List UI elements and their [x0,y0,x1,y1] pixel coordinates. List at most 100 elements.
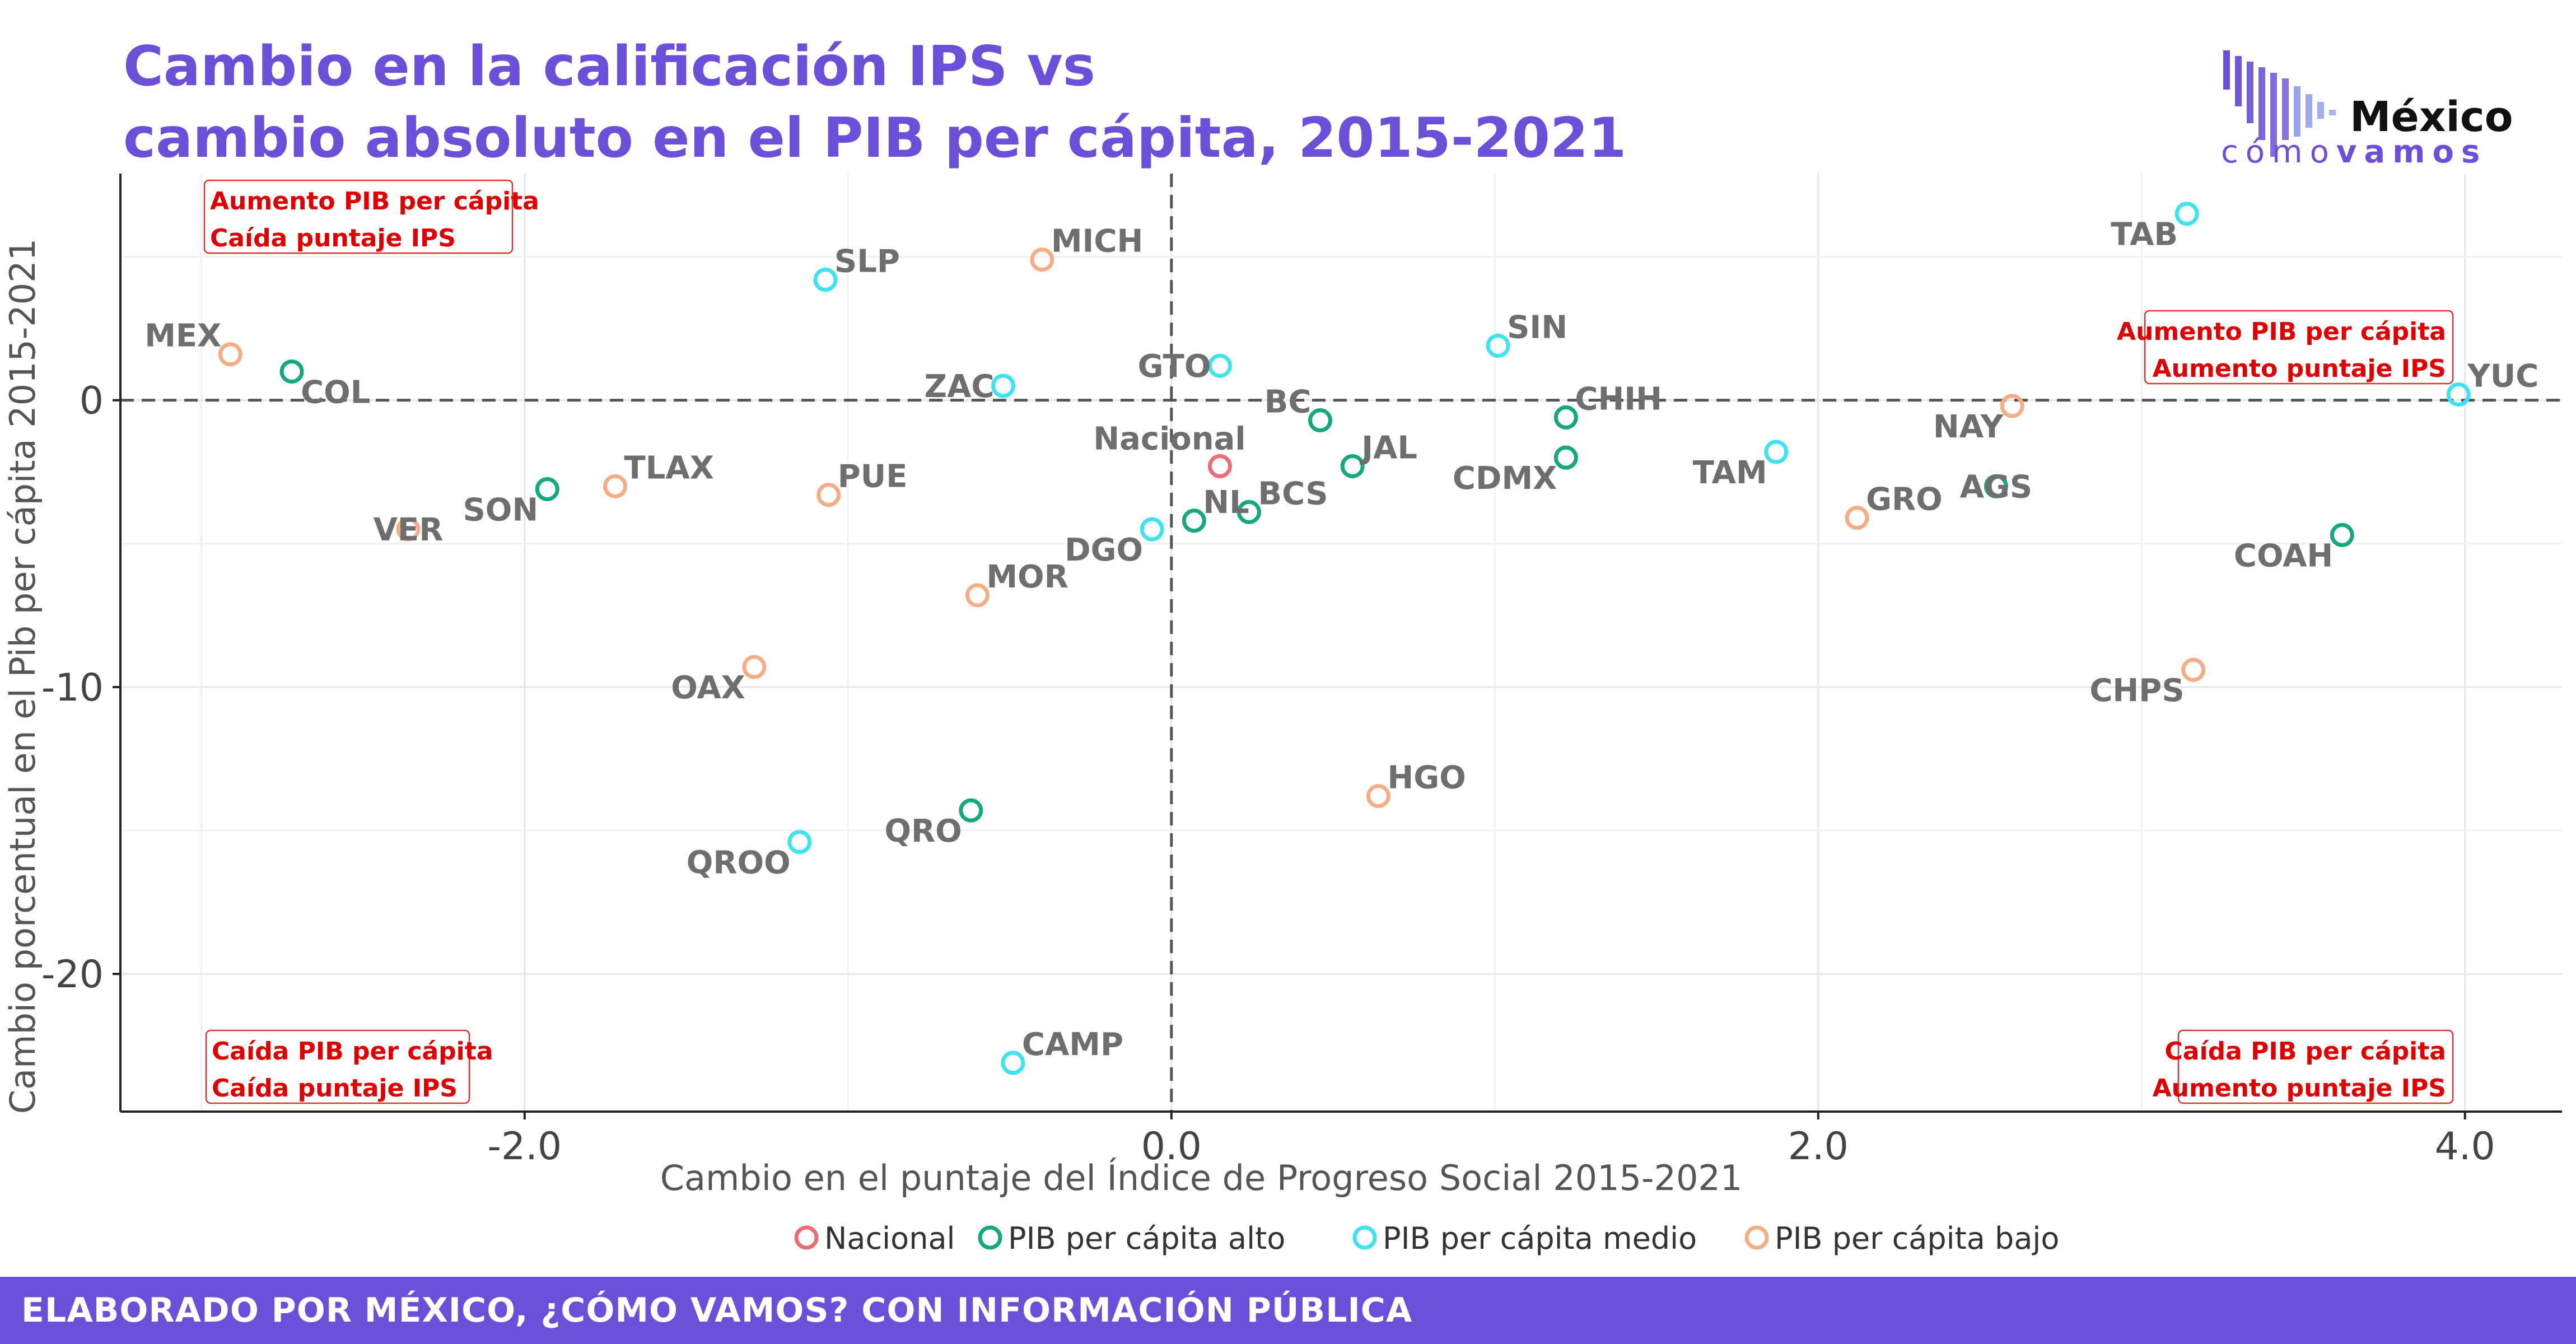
mexico-como-vamos-logo: México cómovamos [2221,50,2513,170]
point-label-slp: SLP [834,244,900,280]
x-tick-label: -2.0 [488,1124,562,1169]
annotation-text: Aumento puntaje IPS [2153,1074,2446,1103]
logo-bar [2317,102,2324,119]
point-mich [1030,248,1054,272]
point-label-mex: MEX [144,318,221,354]
point-col [279,359,304,384]
point-label-mich: MICH [1051,223,1144,260]
legend: Nacional PIB per cápita alto PIB per cápit… [794,1221,2059,1256]
legend-item-0: Nacional [794,1221,955,1256]
logo-bar [2282,78,2289,140]
data-points [218,202,2471,1075]
point-label-ags: AGS [1960,469,2033,505]
point-label-tam: TAM [1693,455,1767,491]
logo-text-vamos: vamos [2336,134,2487,170]
x-tick-label: 2.0 [1788,1124,1849,1169]
point-cdmx [1553,445,1578,470]
point-coah [2330,522,2354,547]
annotation-text: Aumento PIB per cápita [2117,318,2446,346]
y-tick-label: 0 [80,379,104,423]
point-qro [959,798,983,823]
logo-bar [2258,67,2265,140]
point-nay [2000,394,2024,418]
point-qroo [787,830,812,855]
point-label-bcs: BCS [1258,475,1328,512]
legend-item-2: PIB per cápita medio [1352,1221,1697,1256]
point-label-yuc: YUC [2467,358,2538,394]
point-label-qro: QRO [884,813,962,850]
point-oax [742,655,767,679]
y-axis-label: Cambio porcentual en el Pib per cápita 2… [2,239,43,1114]
point-chih [1553,405,1578,430]
point-label-sin: SIN [1507,309,1567,346]
logo-bar [2329,110,2336,115]
annotation-text: Caída PIB per cápita [2165,1037,2446,1066]
axes: -2.0 0.0 2.0 4.0 -20 -10 0 [41,174,2562,1169]
annotation-text: Aumento puntaje IPS [2153,354,2446,383]
point-gro [1845,506,1869,530]
point-sin [1486,333,1510,358]
logo-bar [2247,62,2253,123]
legend-marker [794,1225,819,1250]
legend-item-1: PIB per cápita alto [978,1221,1285,1256]
annotation-box [2144,310,2454,385]
point-nl [1182,508,1206,533]
annotation-text: Caída puntaje IPS [210,224,456,253]
point-label-col: COL [301,374,370,410]
point-chps [2181,657,2206,682]
chart-title: Cambio en la calificación IPS vs cambio … [123,31,1626,174]
point-label-oax: OAX [671,670,745,706]
x-tick-label: 4.0 [2435,1124,2495,1169]
point-camp [1001,1051,1025,1075]
point-yuc [2446,382,2471,407]
legend-marker [978,1225,1002,1250]
logo-bar [2235,56,2242,106]
point-label-coah: COAH [2234,538,2333,574]
point-jal [1340,454,1365,478]
point-label-chps: CHPS [2089,673,2184,709]
point-ags [1984,474,2008,498]
point-son [535,477,559,501]
point-label-jal: JAL [1359,430,1417,466]
logo-bars-icon [2223,50,2336,157]
point-ver [396,517,421,542]
svg-text:cómovamos: cómovamos [2221,134,2487,170]
annotation-text: Aumento PIB per cápita [210,187,539,216]
point-label-nay: NAY [1933,409,2004,445]
point-label-cdmx: CDMX [1453,460,1557,497]
point-nacional [1207,454,1232,478]
legend-marker [1352,1225,1377,1250]
logo-bar [2223,50,2230,90]
point-label-nacional: Nacional [1093,421,1245,457]
legend-label: Nacional [824,1221,955,1256]
chart-title-line-2: cambio absoluto en el PIB per cápita, 20… [123,106,1627,170]
chart-title-line-1: Cambio en la calificación IPS vs [123,35,1095,99]
point-label-qroo: QROO [687,845,791,881]
point-tlax [603,474,628,498]
point-tab [2174,202,2199,226]
point-label-tab: TAB [2111,217,2178,253]
y-tick-label: -20 [41,953,104,997]
y-tick-label: -10 [41,666,104,710]
legend-item-3: PIB per cápita bajo [1744,1221,2059,1256]
point-label-zac: ZAC [924,368,994,405]
legend-label: PIB per cápita medio [1383,1221,1697,1256]
point-hgo [1366,784,1390,809]
logo-bar [2270,73,2277,157]
annotation-box [205,1029,470,1104]
point-gto [1207,353,1232,378]
annotation-box [2177,1029,2454,1104]
point-label-dgo: DGO [1065,532,1143,568]
legend-label: PIB per cápita bajo [1775,1221,2059,1256]
annotation-top-left: Aumento PIB per cápita Caída puntaje IPS [203,179,539,254]
point-slp [813,268,838,292]
point-label-son: SON [463,492,538,528]
point-mor [965,583,990,608]
reference-lines [120,174,2562,1112]
point-dgo [1140,517,1164,542]
point-label-gro: GRO [1866,482,1943,518]
point-label-gto: GTO [1138,348,1211,385]
annotation-text: Caída PIB per cápita [212,1037,493,1066]
point-labels: Nacional COL SON QRO NL BCS BC JAL CHIH CDMX AGS CO… [144,217,2538,1063]
